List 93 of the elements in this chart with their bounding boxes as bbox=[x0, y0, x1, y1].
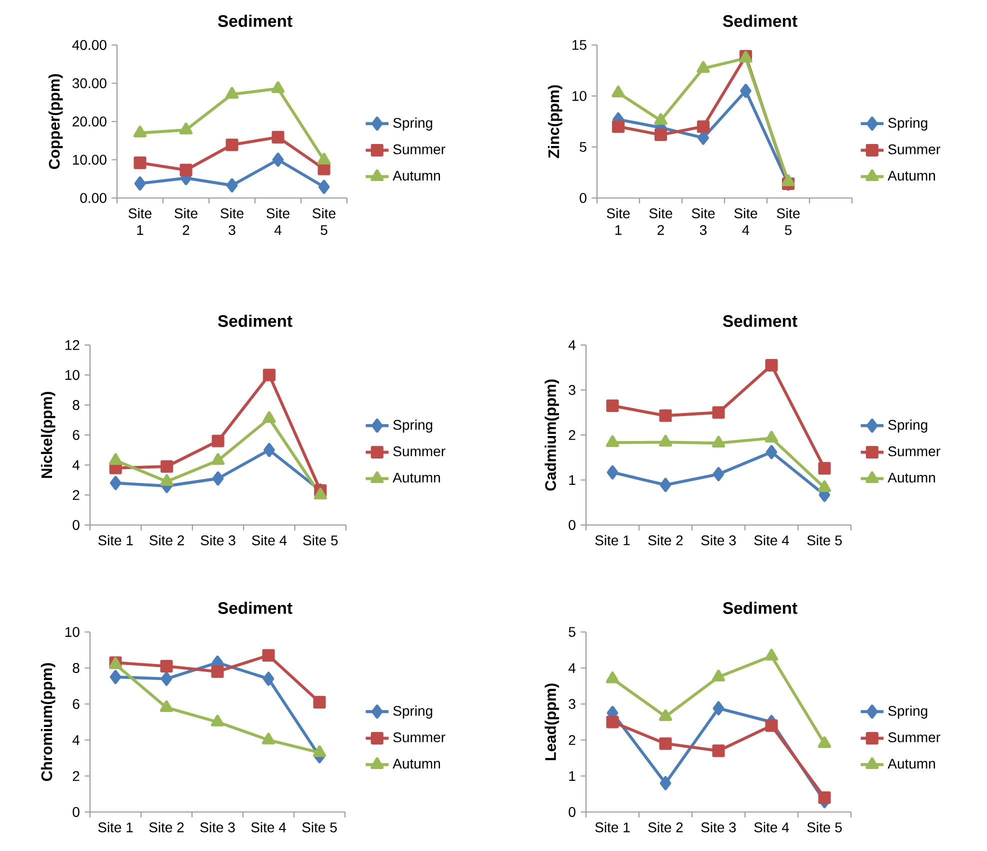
y-tick-label: 5 bbox=[580, 142, 586, 152]
y-tick-label: 20.00 bbox=[72, 116, 106, 126]
chart-title: Sediment bbox=[722, 602, 798, 614]
x-tick-label: Site 2 bbox=[174, 208, 198, 235]
y-axis-title: Nickel(ppm) bbox=[40, 392, 56, 478]
y-tick-label: 4 bbox=[568, 663, 576, 673]
x-tick-label: Site 5 bbox=[776, 208, 800, 235]
legend-label: Summer bbox=[888, 446, 940, 456]
y-tick-label: 6 bbox=[72, 699, 80, 709]
x-tick-label: Site 3 bbox=[200, 535, 236, 546]
legend-label: Autumn bbox=[392, 758, 440, 769]
legend-label: Spring bbox=[888, 706, 928, 719]
y-tick-label: 40.00 bbox=[72, 40, 106, 50]
x-tick-label: Site 2 bbox=[648, 822, 683, 832]
legend-label: Spring bbox=[393, 420, 432, 433]
y-tick-label: 15 bbox=[572, 40, 586, 50]
chart-title: Sediment bbox=[722, 14, 798, 27]
y-tick-label: 5 bbox=[568, 627, 576, 637]
y-tick-label: 0 bbox=[72, 520, 80, 530]
y-axis-title: Zinc(ppm) bbox=[548, 85, 562, 158]
x-tick-label: Site 1 bbox=[98, 535, 133, 546]
y-tick-label: 8 bbox=[72, 663, 80, 673]
x-tick-label: Site 3 bbox=[692, 208, 715, 235]
x-tick-label: Site 3 bbox=[200, 822, 235, 832]
x-tick-label: Site 3 bbox=[220, 208, 244, 235]
y-tick-label: 30.00 bbox=[72, 78, 106, 88]
y-tick-label: 2 bbox=[568, 430, 576, 440]
x-tick-label: Site 1 bbox=[595, 535, 630, 546]
x-tick-label: Site 4 bbox=[754, 535, 789, 546]
y-tick-label: 8 bbox=[72, 400, 80, 410]
x-tick-label: Site 4 bbox=[754, 822, 789, 832]
y-tick-label: 2 bbox=[72, 490, 80, 500]
chart-title: Sediment bbox=[218, 314, 292, 327]
x-tick-label: Site 1 bbox=[128, 208, 152, 235]
x-tick-label: Site 5 bbox=[302, 822, 337, 832]
x-tick-label: Site 1 bbox=[606, 208, 630, 235]
y-axis-title: Chromium(ppm) bbox=[40, 663, 56, 781]
y-tick-label: 0.00 bbox=[80, 193, 106, 203]
legend-label: Summer bbox=[393, 446, 446, 456]
y-tick-label: 0 bbox=[580, 193, 586, 203]
y-tick-label: 12 bbox=[65, 340, 80, 350]
y-tick-label: 0 bbox=[72, 807, 80, 817]
x-tick-label: Site 4 bbox=[252, 535, 287, 546]
x-tick-label: Site 1 bbox=[98, 822, 133, 832]
legend-label: Autumn bbox=[392, 472, 440, 483]
y-tick-label: 2 bbox=[72, 771, 80, 781]
y-tick-label: 1 bbox=[569, 475, 576, 485]
x-tick-label: Site 5 bbox=[807, 822, 842, 832]
y-tick-label: 10 bbox=[65, 627, 80, 637]
legend-label: Spring bbox=[888, 118, 928, 131]
y-axis-title: Copper(ppm) bbox=[48, 74, 63, 169]
y-tick-label: 10 bbox=[572, 91, 586, 101]
legend-label: Autumn bbox=[888, 170, 935, 181]
y-tick-label: 4 bbox=[72, 735, 80, 745]
y-axis-title: Cadmium(ppm) bbox=[544, 380, 560, 491]
y-tick-label: 10.00 bbox=[72, 154, 106, 165]
chart-title: Sediment bbox=[722, 314, 798, 327]
legend-label: Autumn bbox=[392, 170, 440, 181]
legend-label: Summer bbox=[888, 144, 940, 154]
y-tick-label: 3 bbox=[568, 385, 576, 395]
x-tick-label: Site 4 bbox=[251, 822, 286, 832]
y-tick-label: 10 bbox=[65, 370, 80, 380]
x-tick-label: Site 2 bbox=[150, 535, 184, 546]
x-tick-label: Site 2 bbox=[648, 535, 683, 546]
y-tick-label: 2 bbox=[568, 735, 576, 745]
legend-label: Autumn bbox=[888, 472, 935, 483]
x-tick-label: Site 5 bbox=[807, 535, 842, 546]
y-tick-label: 4 bbox=[72, 460, 80, 470]
legend-label: Summer bbox=[888, 732, 940, 742]
y-tick-label: 3 bbox=[568, 699, 576, 709]
legend-label: Autumn bbox=[888, 758, 935, 769]
y-tick-label: 4 bbox=[568, 340, 576, 350]
y-tick-label: 0 bbox=[568, 807, 576, 817]
y-tick-label: 1 bbox=[569, 771, 576, 781]
x-tick-label: Site 5 bbox=[312, 208, 336, 235]
x-tick-label: Site 5 bbox=[303, 535, 338, 546]
legend-label: Summer bbox=[393, 144, 446, 154]
legend-label: Spring bbox=[888, 420, 928, 433]
chart-title: Sediment bbox=[218, 602, 292, 614]
y-tick-label: 0 bbox=[568, 520, 576, 530]
x-tick-label: Site 4 bbox=[734, 208, 758, 235]
y-axis-title: Lead(ppm) bbox=[544, 684, 560, 760]
x-tick-label: Site 2 bbox=[649, 208, 672, 235]
y-tick-label: 6 bbox=[72, 430, 80, 440]
x-tick-label: Site 4 bbox=[266, 208, 290, 235]
x-tick-label: Site 3 bbox=[701, 822, 736, 832]
legend-label: Summer bbox=[393, 732, 446, 742]
legend-label: Spring bbox=[393, 118, 432, 131]
legend-label: Spring bbox=[393, 706, 432, 719]
x-tick-label: Site 1 bbox=[595, 822, 630, 832]
x-tick-label: Site 2 bbox=[149, 822, 184, 832]
chart-title: Sediment bbox=[218, 14, 292, 27]
x-tick-label: Site 3 bbox=[701, 535, 736, 546]
